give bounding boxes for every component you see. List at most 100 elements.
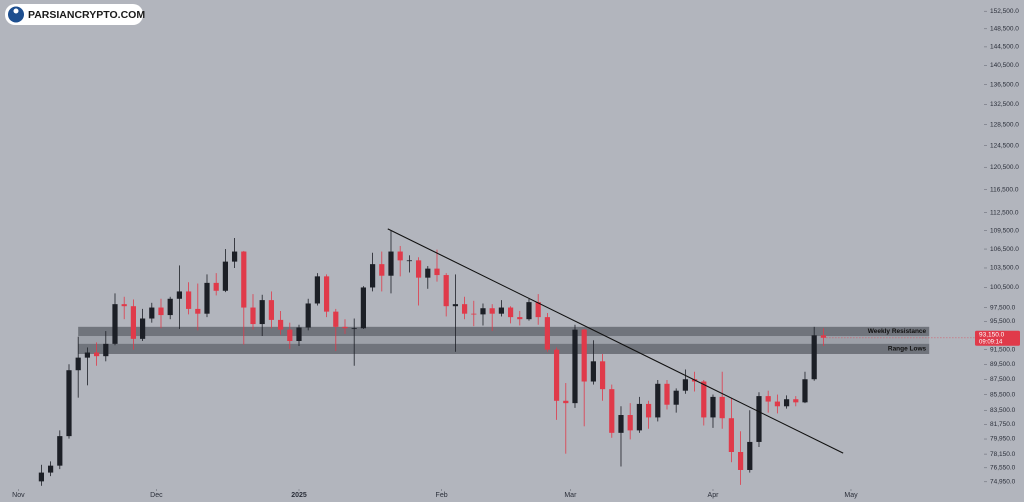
candle-body [645, 403, 652, 418]
candle-body [222, 261, 228, 291]
candle-body [655, 383, 661, 418]
y-tick-label: 87,500.0 [990, 376, 1016, 383]
candle-body [158, 307, 164, 316]
candle-body [379, 264, 385, 276]
x-tick-label: Nov [12, 492, 25, 499]
y-tick-label: 81,750.0 [990, 421, 1016, 428]
candle-body [618, 415, 624, 433]
x-tick-label: Apr [708, 492, 720, 499]
y-tick-label: 116,500.0 [990, 186, 1019, 193]
candle-body [314, 276, 320, 304]
candle-body [287, 329, 293, 341]
candle-body [66, 370, 72, 437]
candle-body [333, 311, 339, 327]
candle-body [268, 300, 274, 320]
candle-body [553, 349, 560, 401]
y-tick-label: 74,950.0 [990, 479, 1016, 486]
candle-body [75, 357, 81, 371]
candle-body [176, 291, 182, 299]
candle-body [38, 472, 44, 482]
candle-body [682, 379, 688, 391]
candle-body [664, 383, 670, 405]
candle-body [793, 399, 799, 403]
x-tick-label: Mar [564, 492, 577, 499]
candle-body [93, 352, 100, 357]
candle-body [47, 465, 54, 473]
candle-body [802, 379, 808, 403]
plot: 152,500.0 148,500.0 144,500.0 140,500.0 136,… [12, 8, 1020, 499]
y-tick-label: 140,500.0 [990, 62, 1019, 69]
y-tick-label: 78,150.0 [990, 451, 1016, 458]
candle-body [673, 390, 679, 405]
candle-body [204, 282, 210, 314]
x-tick-label: 2025 [291, 492, 307, 499]
candle-body [351, 328, 357, 330]
candle-body [296, 327, 302, 341]
x-tick-label: Feb [436, 492, 448, 499]
candle-body [305, 303, 311, 328]
candle-body [737, 451, 744, 470]
candle-body [369, 264, 376, 288]
zone [78, 343, 930, 354]
candle-body [581, 329, 587, 382]
y-tick-label: 79,950.0 [990, 436, 1016, 443]
candle-body [747, 441, 753, 470]
logo-icon-dot [13, 8, 19, 14]
candle-body [627, 415, 633, 431]
candle-body [636, 403, 642, 431]
candle-body [710, 396, 716, 418]
logo: PARSIANCRYPTO.COM [5, 4, 145, 25]
y-tick-label: 136,500.0 [990, 81, 1019, 88]
candle-body [599, 361, 606, 390]
zone-label: Weekly Resistance [868, 328, 927, 335]
y-tick-label: 109,500.0 [990, 227, 1019, 234]
candle-body [535, 302, 541, 318]
candle-body [765, 396, 771, 402]
candle-body [167, 298, 173, 316]
candle-body [480, 308, 486, 315]
candle-body [259, 300, 265, 325]
candle-body [572, 329, 578, 404]
candle-body [406, 260, 412, 262]
logo-icon [8, 6, 24, 23]
candle-body [774, 401, 780, 407]
candle-body [388, 251, 394, 276]
candle-body [507, 307, 514, 318]
y-tick-label: 148,500.0 [990, 26, 1019, 33]
candle-body [84, 352, 90, 358]
candle-body [149, 307, 155, 319]
candle-body [57, 436, 63, 466]
candle-body [719, 396, 725, 419]
candle-body [425, 268, 431, 278]
candle-body [728, 418, 734, 452]
x-tick-label: May [844, 492, 858, 499]
candle-body [121, 304, 127, 307]
last-price-box [975, 330, 1020, 346]
y-tick-label: 132,500.0 [990, 101, 1019, 108]
candle-body [443, 275, 449, 307]
candle-body [195, 308, 201, 314]
y-tick-label: 124,500.0 [990, 142, 1019, 149]
candle-body [489, 308, 495, 314]
candle-body [342, 326, 348, 329]
logo-badge [5, 4, 143, 25]
candle-body [185, 291, 192, 309]
y-tick-label: 106,500.0 [990, 246, 1019, 253]
candle-body [471, 313, 477, 315]
last-price-label: 93,150.0 [979, 332, 1005, 339]
x-tick-label: Dec [150, 492, 163, 499]
candle-body [103, 343, 109, 357]
candle-body [609, 389, 615, 433]
y-tick-label: 97,500.0 [990, 304, 1016, 311]
candle-body [434, 268, 440, 276]
candle-body [397, 251, 403, 261]
zone-label: Range Lows [888, 346, 927, 353]
y-tick-label: 144,500.0 [990, 44, 1019, 51]
candle-body [112, 304, 118, 344]
candle-body [231, 251, 238, 262]
candle-body [783, 399, 790, 407]
y-tick-label: 120,500.0 [990, 164, 1019, 171]
y-tick-label: 152,500.0 [990, 8, 1019, 15]
candle-body [250, 307, 256, 325]
